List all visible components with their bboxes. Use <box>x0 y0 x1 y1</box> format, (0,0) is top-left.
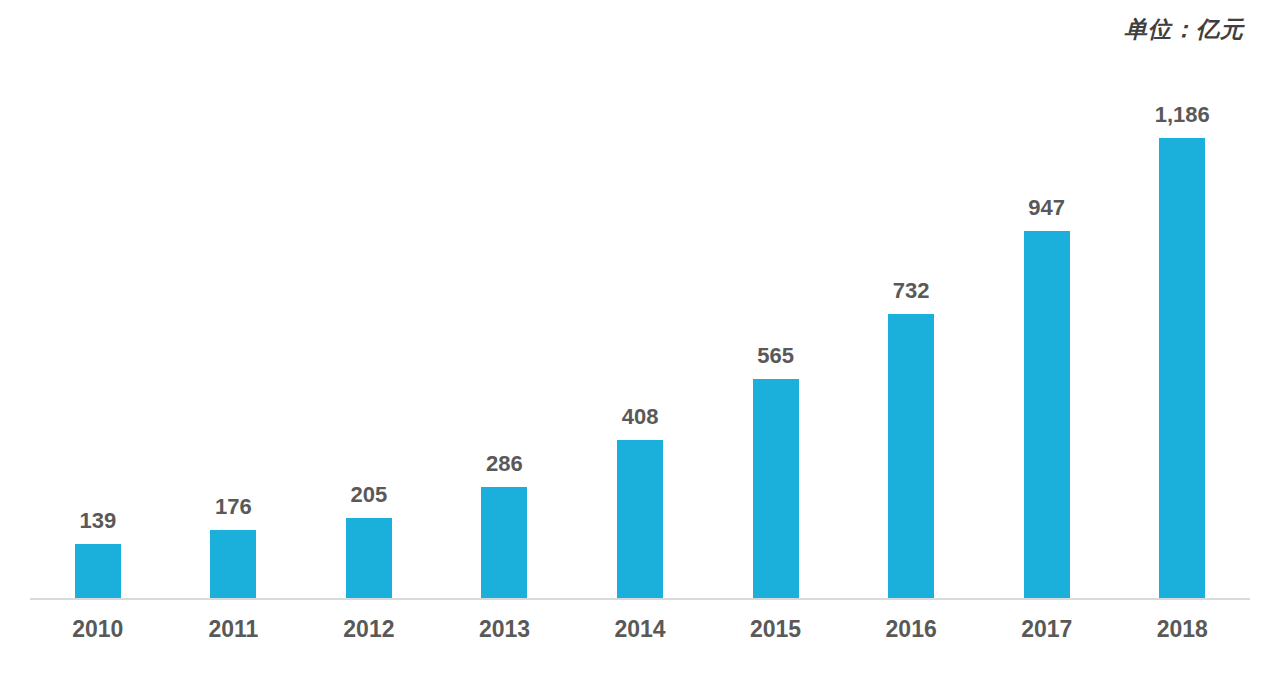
x-axis-tick-label: 2014 <box>572 616 708 643</box>
x-axis-tick-label: 2015 <box>708 616 844 643</box>
x-axis-tick-label: 2013 <box>437 616 573 643</box>
bar-column-2013: 286 <box>437 60 573 598</box>
bar <box>888 314 934 598</box>
bar-column-2014: 408 <box>572 60 708 598</box>
unit-label: 单位：亿元 <box>1124 14 1244 45</box>
bar <box>753 379 799 598</box>
bar <box>481 487 527 598</box>
bar-column-2010: 139 <box>30 60 166 598</box>
bar-value-label: 1,186 <box>1155 104 1210 126</box>
bar <box>1024 231 1070 598</box>
bar <box>75 544 121 598</box>
bar-value-label: 139 <box>79 510 116 532</box>
bar-value-label: 205 <box>351 484 388 506</box>
x-axis-labels: 201020112012201320142015201620172018 <box>30 616 1250 643</box>
bar-column-2016: 732 <box>843 60 979 598</box>
x-axis-tick-label: 2018 <box>1115 616 1251 643</box>
x-axis-tick-label: 2011 <box>166 616 302 643</box>
plot-area: 139 176 205 286 408 565 732 947 1,186 <box>30 60 1250 600</box>
bar <box>617 440 663 598</box>
bar-column-2012: 205 <box>301 60 437 598</box>
bar <box>346 518 392 598</box>
bar-value-label: 286 <box>486 453 523 475</box>
bar-chart: 单位：亿元 139 176 205 286 408 565 732 947 1,186 2010… <box>0 0 1280 674</box>
bar <box>1159 138 1205 598</box>
x-axis-tick-label: 2012 <box>301 616 437 643</box>
bar-value-label: 947 <box>1028 197 1065 219</box>
bar-value-label: 565 <box>757 345 794 367</box>
bar-value-label: 732 <box>893 280 930 302</box>
bar-column-2011: 176 <box>166 60 302 598</box>
bar-column-2017: 947 <box>979 60 1115 598</box>
x-axis-tick-label: 2017 <box>979 616 1115 643</box>
bar-value-label: 176 <box>215 496 252 518</box>
bar-column-2018: 1,186 <box>1115 60 1251 598</box>
x-axis-tick-label: 2016 <box>843 616 979 643</box>
bar-column-2015: 565 <box>708 60 844 598</box>
x-axis-tick-label: 2010 <box>30 616 166 643</box>
bar-value-label: 408 <box>622 406 659 428</box>
bar <box>210 530 256 598</box>
